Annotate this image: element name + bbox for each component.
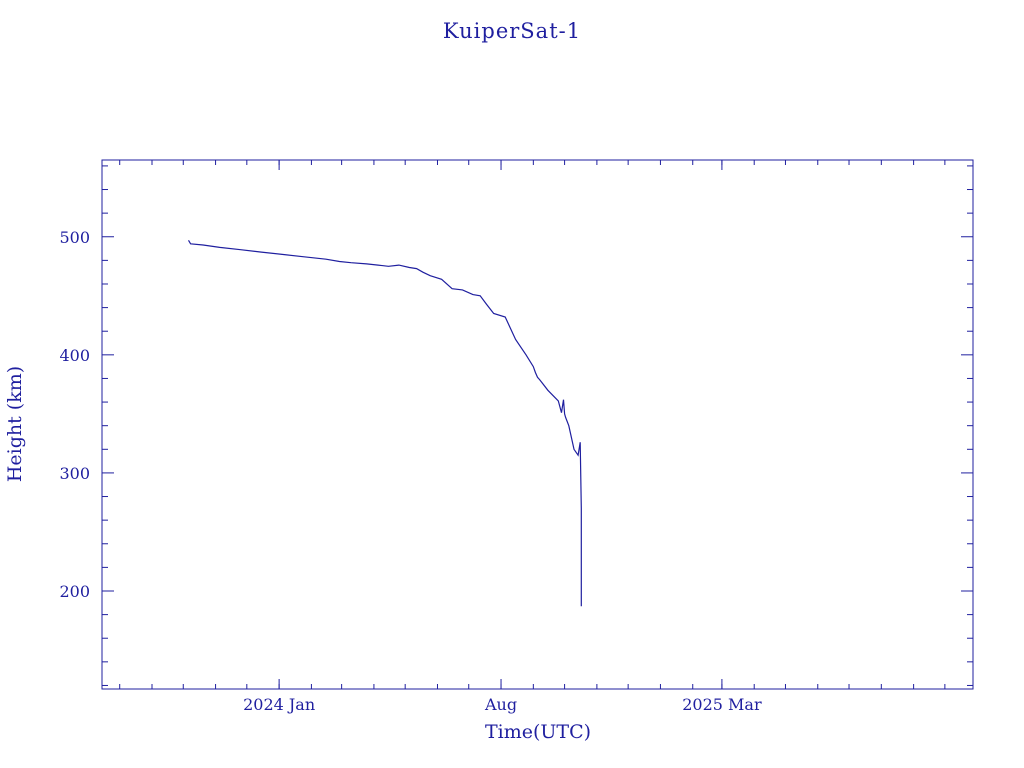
y-tick-label: 400 [59, 346, 90, 365]
y-tick-label: 500 [59, 228, 90, 247]
plot-frame [101, 159, 974, 690]
x-axis-label: Time(UTC) [485, 721, 591, 743]
x-tick-label: Aug [484, 695, 517, 714]
y-tick-labels: 200 300 400 500 [59, 228, 90, 601]
x-tick-label: 2024 Jan [243, 695, 315, 714]
series-line-height [187, 239, 582, 607]
axis-ticks [102, 160, 973, 689]
x-tick-labels: 2024 Jan Aug 2025 Mar [243, 695, 762, 714]
chart-title: KuiperSat-1 [443, 19, 581, 43]
y-tick-label: 200 [59, 582, 90, 601]
y-tick-label: 300 [59, 464, 90, 483]
x-tick-label: 2025 Mar [682, 695, 762, 714]
y-axis-label: Height (km) [4, 366, 26, 482]
